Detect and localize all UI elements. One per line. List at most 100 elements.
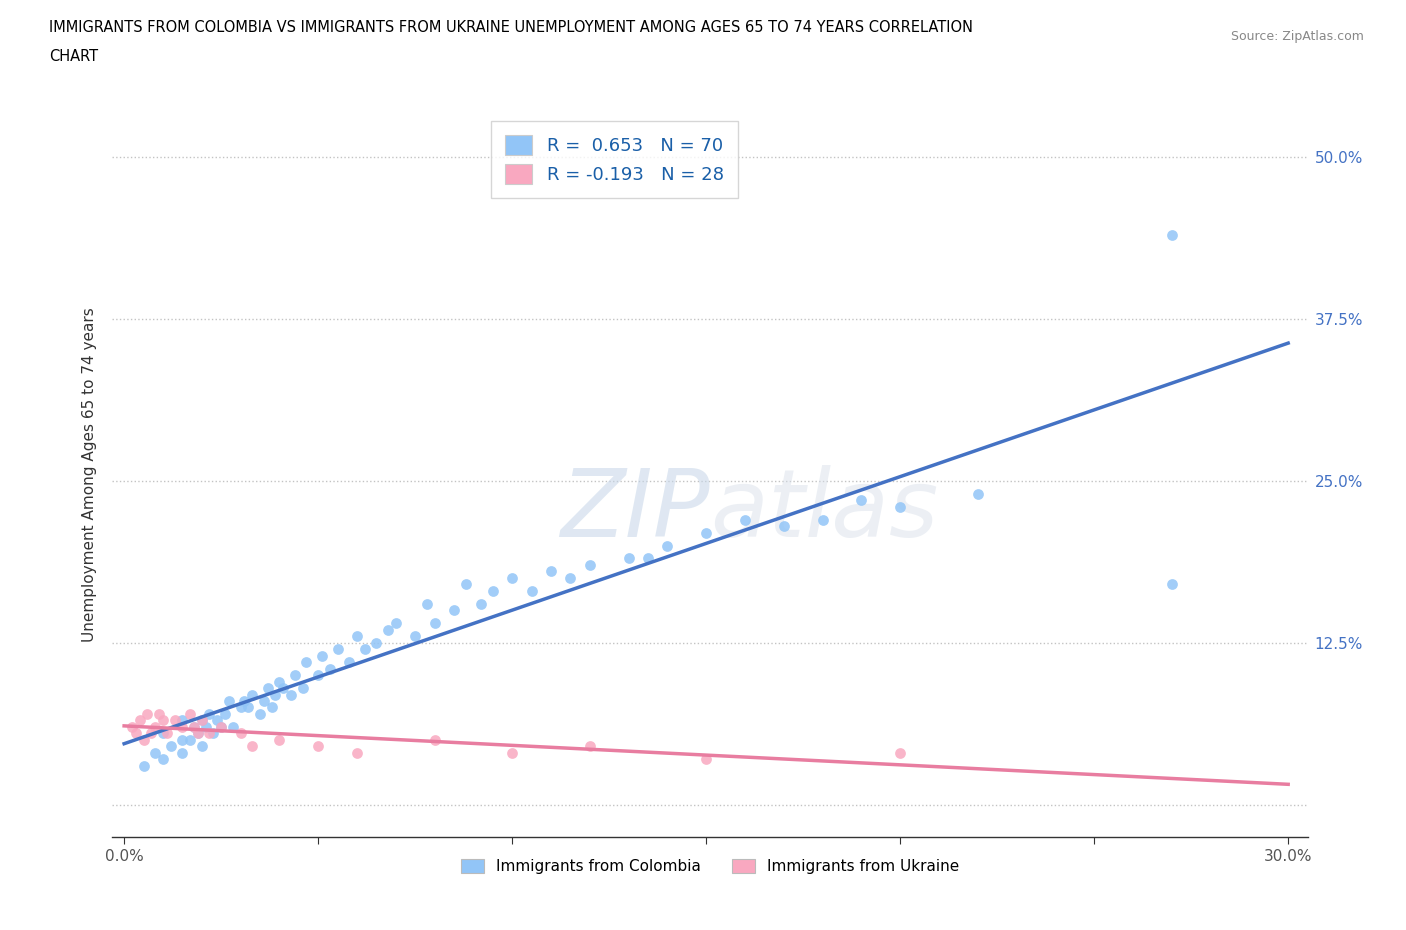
Point — [617, 551, 640, 566]
Point — [366, 635, 388, 650]
Point — [152, 751, 174, 766]
Point — [326, 642, 349, 657]
Point — [520, 583, 543, 598]
Text: atlas: atlas — [710, 465, 938, 556]
Point — [851, 493, 873, 508]
Point — [454, 577, 477, 591]
Point — [423, 733, 446, 748]
Point — [187, 726, 209, 741]
Point — [1160, 577, 1182, 591]
Point — [159, 738, 181, 753]
Point — [560, 570, 582, 585]
Point — [404, 629, 426, 644]
Point — [128, 713, 150, 728]
Point — [132, 758, 155, 773]
Point — [311, 648, 333, 663]
Point — [346, 745, 368, 760]
Point — [233, 694, 256, 709]
Point — [209, 720, 232, 735]
Point — [143, 745, 166, 760]
Point — [218, 694, 240, 709]
Point — [179, 707, 201, 722]
Point — [198, 726, 221, 741]
Text: IMMIGRANTS FROM COLOMBIA VS IMMIGRANTS FROM UKRAINE UNEMPLOYMENT AMONG AGES 65 T: IMMIGRANTS FROM COLOMBIA VS IMMIGRANTS F… — [49, 20, 973, 35]
Point — [280, 687, 302, 702]
Point — [260, 700, 283, 715]
Legend: Immigrants from Colombia, Immigrants from Ukraine: Immigrants from Colombia, Immigrants fro… — [456, 853, 965, 880]
Point — [264, 687, 287, 702]
Point — [229, 726, 252, 741]
Point — [238, 700, 260, 715]
Point — [966, 486, 988, 501]
Point — [346, 629, 368, 644]
Point — [152, 726, 174, 741]
Point — [172, 733, 194, 748]
Point — [811, 512, 834, 527]
Point — [384, 616, 406, 631]
Point — [156, 726, 179, 741]
Point — [416, 596, 439, 611]
Point — [143, 720, 166, 735]
Point — [214, 707, 236, 722]
Point — [307, 668, 329, 683]
Point — [172, 720, 194, 735]
Point — [540, 564, 562, 578]
Point — [152, 713, 174, 728]
Point — [353, 642, 375, 657]
Point — [249, 707, 271, 722]
Point — [179, 733, 201, 748]
Point — [889, 499, 911, 514]
Point — [121, 720, 143, 735]
Point — [222, 720, 245, 735]
Point — [470, 596, 492, 611]
Point — [423, 616, 446, 631]
Point — [501, 570, 523, 585]
Point — [578, 558, 600, 573]
Point — [501, 745, 523, 760]
Y-axis label: Unemployment Among Ages 65 to 74 years: Unemployment Among Ages 65 to 74 years — [82, 307, 97, 642]
Point — [695, 751, 717, 766]
Point — [183, 720, 205, 735]
Point — [183, 720, 205, 735]
Point — [319, 661, 342, 676]
Text: CHART: CHART — [49, 49, 98, 64]
Point — [337, 655, 360, 670]
Point — [443, 603, 465, 618]
Text: Source: ZipAtlas.com: Source: ZipAtlas.com — [1230, 30, 1364, 43]
Point — [481, 583, 503, 598]
Point — [190, 738, 212, 753]
Point — [889, 745, 911, 760]
Point — [657, 538, 679, 553]
Point — [271, 681, 294, 696]
Point — [295, 655, 318, 670]
Point — [734, 512, 756, 527]
Point — [141, 726, 163, 741]
Point — [136, 707, 159, 722]
Point — [307, 738, 329, 753]
Point — [695, 525, 717, 540]
Point — [269, 674, 291, 689]
Point — [194, 720, 217, 735]
Point — [240, 738, 263, 753]
Point — [172, 745, 194, 760]
Point — [190, 713, 212, 728]
Point — [291, 681, 314, 696]
Point — [284, 668, 307, 683]
Point — [637, 551, 659, 566]
Point — [240, 687, 263, 702]
Point — [132, 733, 155, 748]
Point — [1160, 227, 1182, 242]
Point — [209, 720, 232, 735]
Point — [187, 726, 209, 741]
Point — [229, 700, 252, 715]
Point — [148, 707, 170, 722]
Point — [253, 694, 276, 709]
Point — [256, 681, 278, 696]
Point — [190, 713, 212, 728]
Point — [163, 713, 186, 728]
Point — [377, 622, 399, 637]
Point — [202, 726, 225, 741]
Point — [198, 707, 221, 722]
Point — [172, 713, 194, 728]
Point — [578, 738, 600, 753]
